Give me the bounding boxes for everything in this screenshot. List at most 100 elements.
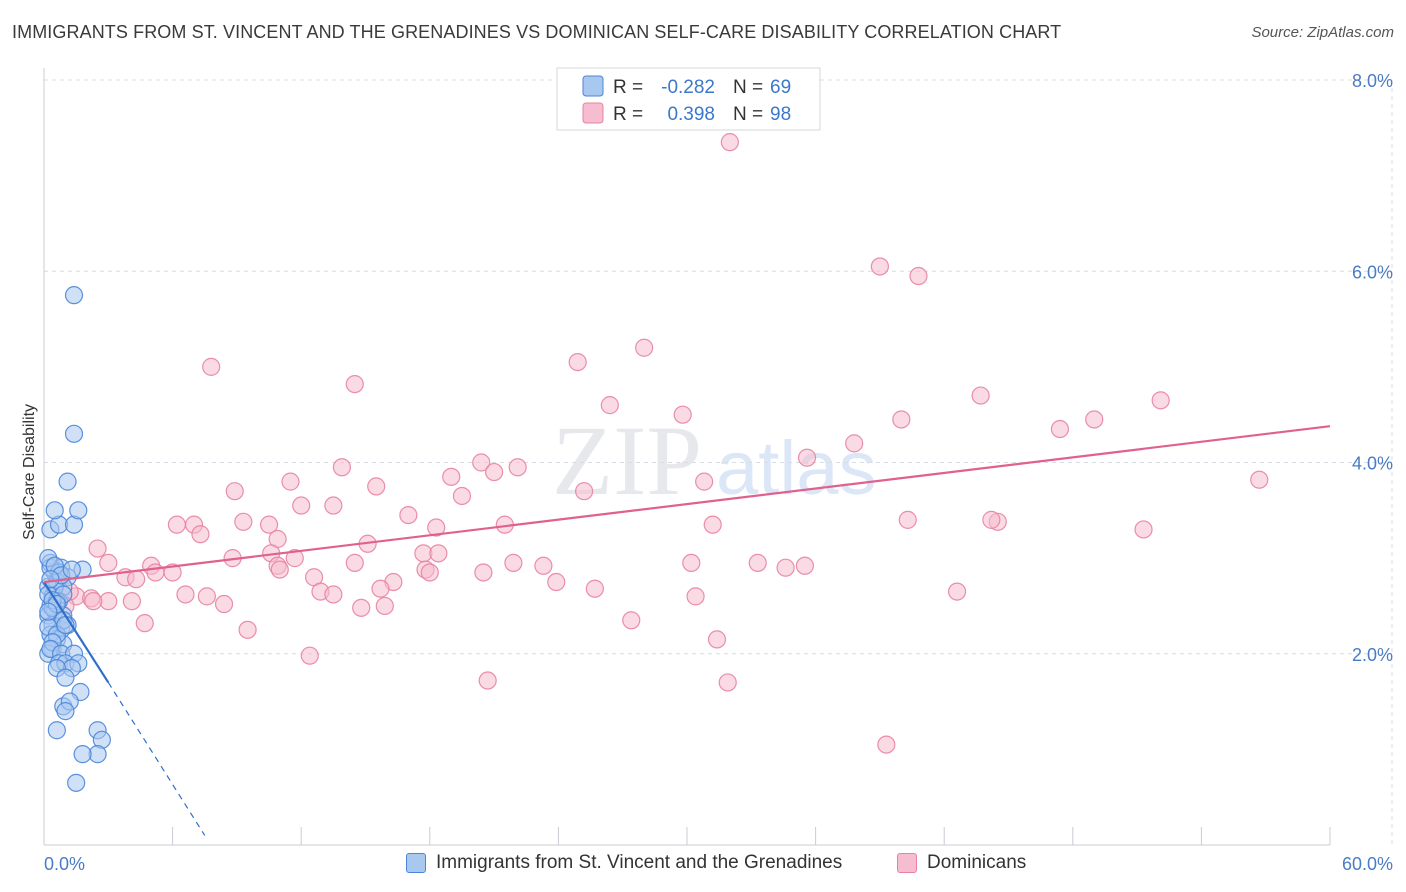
- dominicans-point-95: [718, 673, 737, 692]
- dominicans-point-15: [797, 448, 817, 467]
- bottom-legend-item-st-vincent: Immigrants from St. Vincent and the Gren…: [406, 852, 842, 874]
- dominicans-point-3: [202, 357, 221, 376]
- dominicans-point-62: [163, 563, 182, 582]
- y-axis-label: Self-Care Disability: [21, 404, 38, 540]
- dominicans-point-82: [352, 598, 371, 617]
- st-vincent-point-57: [64, 286, 84, 305]
- y-tick-label-2: 6.0%: [1352, 262, 1393, 282]
- st-vincent-point-67: [39, 602, 58, 621]
- dominicans-point-1: [870, 257, 890, 276]
- bottom-legend: Immigrants from St. Vincent and the Gren…: [0, 852, 1406, 878]
- st-vincent-trend-extension: [107, 682, 206, 836]
- legend-r-value-2: 0.398: [667, 104, 715, 125]
- dominicans-point-18: [485, 462, 504, 482]
- dominicans-point-16: [332, 458, 352, 477]
- dominicans-point-75: [324, 585, 343, 604]
- dominicans-point-80: [197, 587, 216, 606]
- dominicans-point-27: [452, 486, 472, 506]
- dominicans-point-0: [720, 133, 739, 152]
- dominicans-point-89: [135, 614, 154, 633]
- x-tick-label-0: 0.0%: [44, 854, 85, 874]
- dominicans-point-93: [300, 646, 319, 665]
- legend-r-label-1: R =: [613, 77, 643, 98]
- dominicans-point-96: [877, 735, 896, 754]
- dominicans-point-12: [1085, 410, 1104, 429]
- legend-n-label-2: N =: [733, 104, 763, 125]
- dominicans-point-23: [367, 477, 386, 496]
- dominicans-point-42: [191, 525, 210, 544]
- dominicans-point-45: [88, 539, 107, 558]
- dominicans-point-68: [127, 570, 146, 589]
- dominicans-point-30: [399, 505, 418, 525]
- dominicans-point-92: [707, 630, 727, 649]
- dominicans-point-25: [575, 482, 594, 501]
- dominicans-point-50: [285, 549, 304, 568]
- st-vincent-point-48: [73, 745, 92, 764]
- legend-swatch-blue: [582, 75, 604, 97]
- bottom-legend-swatch-blue: [406, 853, 426, 873]
- dominicans-point-90: [238, 620, 257, 639]
- dominicans-trend-line: [43, 425, 1331, 584]
- dominicans-point-38: [898, 510, 917, 529]
- dominicans-point-61: [146, 563, 165, 582]
- st-vincent-point-49: [67, 773, 86, 792]
- bottom-legend-label-st-vincent: Immigrants from St. Vincent and the Gren…: [436, 852, 843, 873]
- dominicans-point-84: [84, 592, 103, 611]
- dominicans-point-10: [1151, 391, 1170, 410]
- legend-swatch-pink: [582, 102, 604, 124]
- x-tick-labels: 0.0% 60.0%: [44, 854, 1393, 874]
- st-vincent-point-43: [56, 702, 75, 721]
- dominicans-point-20: [442, 467, 461, 486]
- st-vincent-trend-line: [43, 581, 110, 684]
- dominicans-point-56: [534, 556, 553, 575]
- legend-r-value-1: -0.282: [661, 77, 715, 98]
- dominicans-point-11: [1050, 419, 1070, 439]
- dominicans-point-19: [508, 458, 527, 477]
- dominicans-point-51: [99, 553, 118, 573]
- dominicans-point-4: [635, 338, 654, 357]
- dominicans-point-14: [845, 434, 864, 453]
- dominicans-point-60: [795, 556, 814, 575]
- dominicans-point-85: [122, 592, 141, 611]
- legend-n-label-1: N =: [733, 77, 763, 98]
- dominicans-point-26: [225, 482, 244, 501]
- dominicans-point-54: [345, 553, 364, 573]
- dominicans-point-13: [892, 410, 911, 429]
- correlation-legend: R = -0.282 N = 69 R = 0.398 N = 98: [556, 67, 821, 131]
- dominicans-point-7: [600, 396, 619, 415]
- trend-lines: [43, 425, 1331, 836]
- dominicans-point-48: [429, 544, 448, 563]
- grid-lines: [44, 79, 1393, 845]
- dominicans-point-40: [982, 510, 1001, 529]
- dominicans-point-22: [281, 472, 300, 491]
- st-vincent-point-54: [69, 501, 88, 520]
- dominicans-point-58: [748, 553, 767, 573]
- dominicans-point-94: [478, 671, 497, 690]
- dominicans-point-33: [234, 512, 253, 531]
- dominicans-point-8: [673, 405, 692, 424]
- dominicans-point-87: [947, 582, 967, 601]
- st-vincent-point-53: [45, 501, 64, 520]
- bottom-legend-label-dominicans: Dominicans: [927, 852, 1027, 873]
- st-vincent-point-46: [47, 721, 66, 740]
- dominicans-point-86: [686, 587, 705, 606]
- st-vincent-point-55: [58, 472, 77, 491]
- y-tick-labels: 2.0% 4.0% 6.0% 8.0%: [1352, 71, 1393, 665]
- x-tick-label-1: 60.0%: [1342, 854, 1393, 874]
- bottom-legend-item-dominicans: Dominicans: [897, 852, 1026, 874]
- legend-n-value-1: 69: [770, 77, 791, 98]
- y-tick-label-0: 2.0%: [1352, 645, 1393, 665]
- dominicans-point-34: [259, 515, 279, 534]
- legend-n-value-2: 98: [770, 104, 791, 125]
- dominicans-point-29: [324, 496, 343, 515]
- dominicans-point-73: [371, 579, 390, 598]
- dominicans-point-55: [504, 553, 523, 573]
- y-tick-label-3: 8.0%: [1352, 71, 1393, 91]
- dominicans-point-63: [270, 560, 289, 579]
- dominicans-point-41: [1134, 520, 1153, 539]
- dominicans-point-6: [345, 374, 364, 394]
- axes: [43, 68, 1331, 846]
- dominicans-point-91: [622, 611, 641, 630]
- dominicans-point-71: [547, 572, 566, 592]
